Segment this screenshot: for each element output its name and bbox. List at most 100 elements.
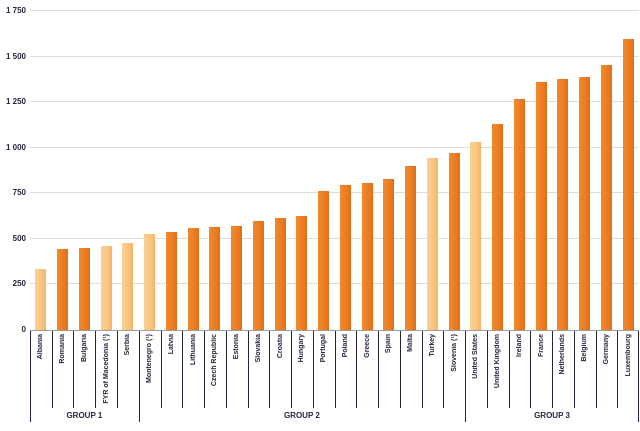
bar-cell-united-states <box>465 11 487 330</box>
bar-cell-france <box>530 11 552 330</box>
bar-cell-united-kingdom <box>487 11 509 330</box>
country-separator-line <box>443 331 445 408</box>
bar-albania <box>35 268 47 330</box>
bar-slovenia <box>448 153 460 330</box>
bar-cell-spain <box>378 11 400 330</box>
x-axis-label: Lithuania <box>189 334 197 366</box>
bar-united-states <box>470 142 482 330</box>
x-axis-label: Albania <box>37 334 45 360</box>
x-axis-label: United States <box>472 334 480 379</box>
x-cell-turkey: Turkey <box>422 331 444 409</box>
bar-cell-lithuania <box>182 11 204 330</box>
x-cell-slovenia: Slovenia (¹) <box>443 331 465 409</box>
bar-france <box>535 82 547 330</box>
x-cell-ireland: Ireland <box>509 331 531 409</box>
x-cell-serbia: Serbia <box>117 331 139 409</box>
bar-netherlands <box>557 79 569 330</box>
country-separator-line <box>595 331 597 408</box>
x-axis-label: Poland <box>341 334 349 358</box>
x-cell-netherlands: Netherlands <box>552 331 574 409</box>
bar-cell-belgium <box>574 11 596 330</box>
country-separator-line <box>51 331 53 408</box>
country-separator-line <box>334 331 336 408</box>
gridline-500 <box>30 237 639 239</box>
x-axis-label: Luxembourg <box>624 334 632 377</box>
gridline-250 <box>30 283 639 285</box>
x-cell-romania: Romania <box>52 331 74 409</box>
bars-row <box>30 11 639 330</box>
x-axis-label: United Kingdom <box>494 334 502 389</box>
bar-serbia <box>122 243 134 330</box>
x-cell-france: France <box>530 331 552 409</box>
bar-cell-greece <box>356 11 378 330</box>
country-separator-line <box>73 331 75 408</box>
country-separator-line <box>356 331 358 408</box>
x-cell-fyr-of-macedonia: FYR of Macedonia (¹) <box>95 331 117 409</box>
x-cell-croatia: Croatia <box>269 331 291 409</box>
bar-croatia <box>274 217 286 330</box>
bar-cell-croatia <box>269 11 291 330</box>
x-axis-label: Montenegro (¹) <box>146 334 154 383</box>
country-separator-line <box>421 331 423 408</box>
country-separator-line <box>291 331 292 408</box>
x-axis-label: Belgium <box>581 334 589 362</box>
y-axis-tick-label: 750 <box>12 188 26 198</box>
bar-ireland <box>513 99 525 330</box>
gridline-1250 <box>30 101 639 103</box>
country-separator-line <box>530 331 532 408</box>
country-separator-line <box>508 331 510 408</box>
x-cell-united-states: United States <box>465 331 487 409</box>
x-cell-luxembourg: Luxembourg <box>617 331 639 409</box>
bar-hungary <box>296 216 308 330</box>
x-axis-label: Serbia <box>124 334 132 356</box>
bar-cell-luxembourg <box>617 11 639 330</box>
bar-cell-netherlands <box>552 11 574 330</box>
x-cell-germany: Germany <box>596 331 618 409</box>
x-cell-slovakia: Slovakia <box>248 331 270 409</box>
bar-cell-czech-republic <box>204 11 226 330</box>
x-cell-lithuania: Lithuania <box>182 331 204 409</box>
bar-spain <box>383 178 395 330</box>
bar-cell-albania <box>30 11 52 330</box>
bar-cell-latvia <box>161 11 183 330</box>
bar-cell-poland <box>335 11 357 330</box>
y-axis-tick-label: 1 000 <box>5 142 26 152</box>
bar-cell-portugal <box>313 11 335 330</box>
gridline-1500 <box>30 55 639 57</box>
bar-latvia <box>165 232 177 330</box>
country-separator-line <box>312 331 314 408</box>
bar-united-kingdom <box>492 124 504 330</box>
bar-slovakia <box>252 220 264 330</box>
x-axis-label: Latvia <box>167 334 175 355</box>
x-axis-label: Germany <box>602 334 610 365</box>
y-axis-tick-label: 1 500 <box>5 51 26 61</box>
gridline-1750 <box>30 10 639 11</box>
bar-estonia <box>231 226 243 330</box>
x-cell-czech-republic: Czech Republic <box>204 331 226 409</box>
bar-fyr-of-macedonia <box>100 246 112 330</box>
y-axis-tick-label: 1 250 <box>5 97 26 107</box>
x-axis-label: Ireland <box>515 334 523 357</box>
bar-luxembourg <box>622 39 634 330</box>
bar-bulgaria <box>78 247 90 330</box>
x-axis-label: Estonia <box>233 334 241 360</box>
country-separator-line <box>269 331 271 408</box>
plot-area <box>30 10 639 331</box>
y-axis: 0 250 500 750 1 000 1 250 1 500 1 750 <box>0 7 26 334</box>
bar-cell-germany <box>596 11 618 330</box>
x-cell-malta: Malta <box>400 331 422 409</box>
x-cell-poland: Poland <box>335 331 357 409</box>
country-separator-line <box>160 331 162 408</box>
group-label-3: GROUP 3 <box>534 411 570 420</box>
x-axis-label: Czech Republic <box>211 334 219 387</box>
bar-belgium <box>579 76 591 330</box>
x-axis-label: Romania <box>59 334 67 364</box>
y-axis-tick-label: 1 750 <box>5 6 26 15</box>
gridline-1000 <box>30 146 639 148</box>
y-axis-tick-label: 500 <box>12 233 26 243</box>
bar-montenegro <box>144 234 156 330</box>
bar-germany <box>600 64 612 330</box>
x-cell-greece: Greece <box>356 331 378 409</box>
country-separator-line <box>486 331 488 408</box>
